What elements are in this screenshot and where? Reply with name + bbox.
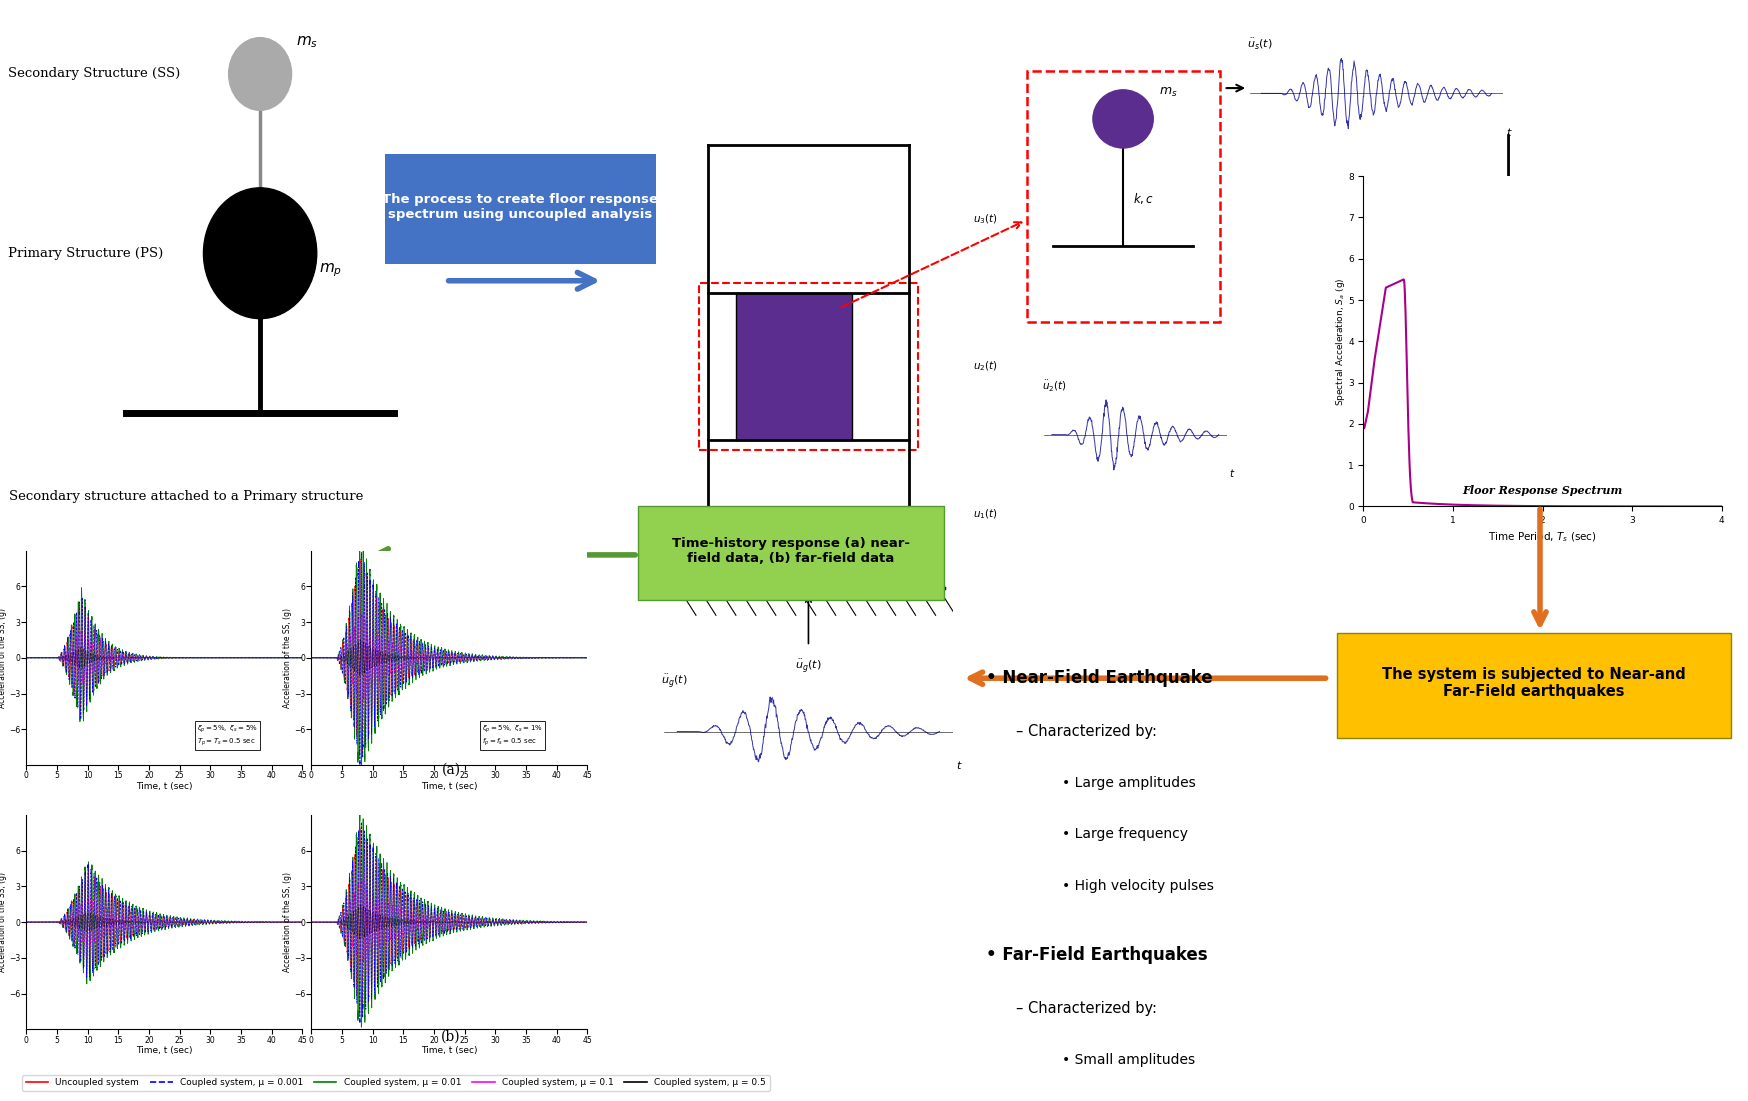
Ellipse shape: [1092, 90, 1154, 148]
Text: $t$: $t$: [1505, 126, 1512, 138]
Y-axis label: Spectral Acceleration, $S_a$ (g): Spectral Acceleration, $S_a$ (g): [1334, 277, 1346, 405]
Text: Primary Structure (PS): Primary Structure (PS): [9, 247, 164, 260]
X-axis label: Time Period, $T_s$ (sec): Time Period, $T_s$ (sec): [1488, 531, 1598, 544]
Circle shape: [203, 188, 316, 318]
Text: $\ddot{u}_2(t)$: $\ddot{u}_2(t)$: [1042, 378, 1066, 393]
Text: $u_1(t)$: $u_1(t)$: [974, 508, 998, 521]
Circle shape: [229, 37, 292, 110]
Text: $m_s$: $m_s$: [1159, 86, 1178, 99]
Text: – Characterized by:: – Characterized by:: [1016, 1002, 1157, 1016]
Text: The system is subjected to Near-and
Far-Field earthquakes: The system is subjected to Near-and Far-…: [1383, 667, 1685, 699]
Text: (a): (a): [442, 763, 460, 777]
FancyBboxPatch shape: [385, 154, 656, 264]
Text: $t$: $t$: [1229, 467, 1236, 479]
X-axis label: Time, t (sec): Time, t (sec): [136, 782, 192, 791]
Text: – Characterized by:: – Characterized by:: [1016, 724, 1157, 739]
Text: Floor Response Spectrum: Floor Response Spectrum: [1463, 486, 1622, 497]
Text: $t$: $t$: [956, 759, 961, 771]
Y-axis label: Acceleration of the SS, (g): Acceleration of the SS, (g): [283, 608, 292, 708]
X-axis label: Time, t (sec): Time, t (sec): [421, 782, 477, 791]
Text: $\xi_p=5\%,\ \xi_s=1\%$
$f_p=f_s=0.5\ \rm{sec}$: $\xi_p=5\%,\ \xi_s=1\%$ $f_p=f_s=0.5\ \r…: [482, 723, 544, 748]
Text: $u_3(t)$: $u_3(t)$: [974, 212, 998, 226]
Text: • High velocity pulses: • High velocity pulses: [1063, 879, 1215, 893]
Text: $m_s$: $m_s$: [295, 34, 318, 51]
Text: Secondary structure attached to a Primary structure: Secondary structure attached to a Primar…: [9, 490, 364, 503]
Text: $k, c$: $k, c$: [1133, 190, 1154, 206]
Text: • Near-Field Earthquake: • Near-Field Earthquake: [986, 668, 1211, 687]
X-axis label: Time, t (sec): Time, t (sec): [421, 1046, 477, 1055]
Text: Secondary Structure (SS): Secondary Structure (SS): [9, 67, 180, 80]
Bar: [699, 283, 918, 450]
Y-axis label: Acceleration of the SS, (g): Acceleration of the SS, (g): [0, 872, 7, 972]
Bar: [736, 293, 851, 440]
Text: $\ddot{u}_g(t)$: $\ddot{u}_g(t)$: [661, 673, 689, 690]
X-axis label: Time, t (sec): Time, t (sec): [136, 1046, 192, 1055]
Text: • Small amplitudes: • Small amplitudes: [1063, 1053, 1196, 1067]
Text: $\xi_p=5\%,\ \xi_s=5\%$
$T_p=T_s=0.5\ \rm{sec}$: $\xi_p=5\%,\ \xi_s=5\%$ $T_p=T_s=0.5\ \r…: [198, 723, 259, 748]
Text: • Large amplitudes: • Large amplitudes: [1063, 775, 1196, 789]
Text: (b): (b): [440, 1029, 461, 1044]
Text: $u_2(t)$: $u_2(t)$: [974, 360, 998, 373]
Y-axis label: Acceleration of the SS, (g): Acceleration of the SS, (g): [283, 872, 292, 972]
Legend: Uncoupled system, Coupled system, μ = 0.001, Coupled system, μ = 0.01, Coupled s: Uncoupled system, Coupled system, μ = 0.…: [23, 1075, 769, 1091]
Text: $\ddot{u}_s(t)$: $\ddot{u}_s(t)$: [1248, 36, 1273, 52]
Text: • Large frequency: • Large frequency: [1063, 827, 1189, 841]
Y-axis label: Acceleration of the SS, (g): Acceleration of the SS, (g): [0, 608, 7, 708]
FancyBboxPatch shape: [638, 506, 944, 600]
Text: • Far-Field Earthquakes: • Far-Field Earthquakes: [986, 946, 1208, 964]
Text: Time-history response (a) near-
field data, (b) far-field data: Time-history response (a) near- field da…: [671, 537, 911, 566]
Text: $m_p$: $m_p$: [318, 261, 343, 279]
Text: The process to create floor response
spectrum using uncoupled analysis: The process to create floor response spe…: [383, 193, 657, 221]
Text: $\ddot{u}_g(t)$: $\ddot{u}_g(t)$: [795, 657, 822, 675]
FancyBboxPatch shape: [1337, 633, 1731, 738]
